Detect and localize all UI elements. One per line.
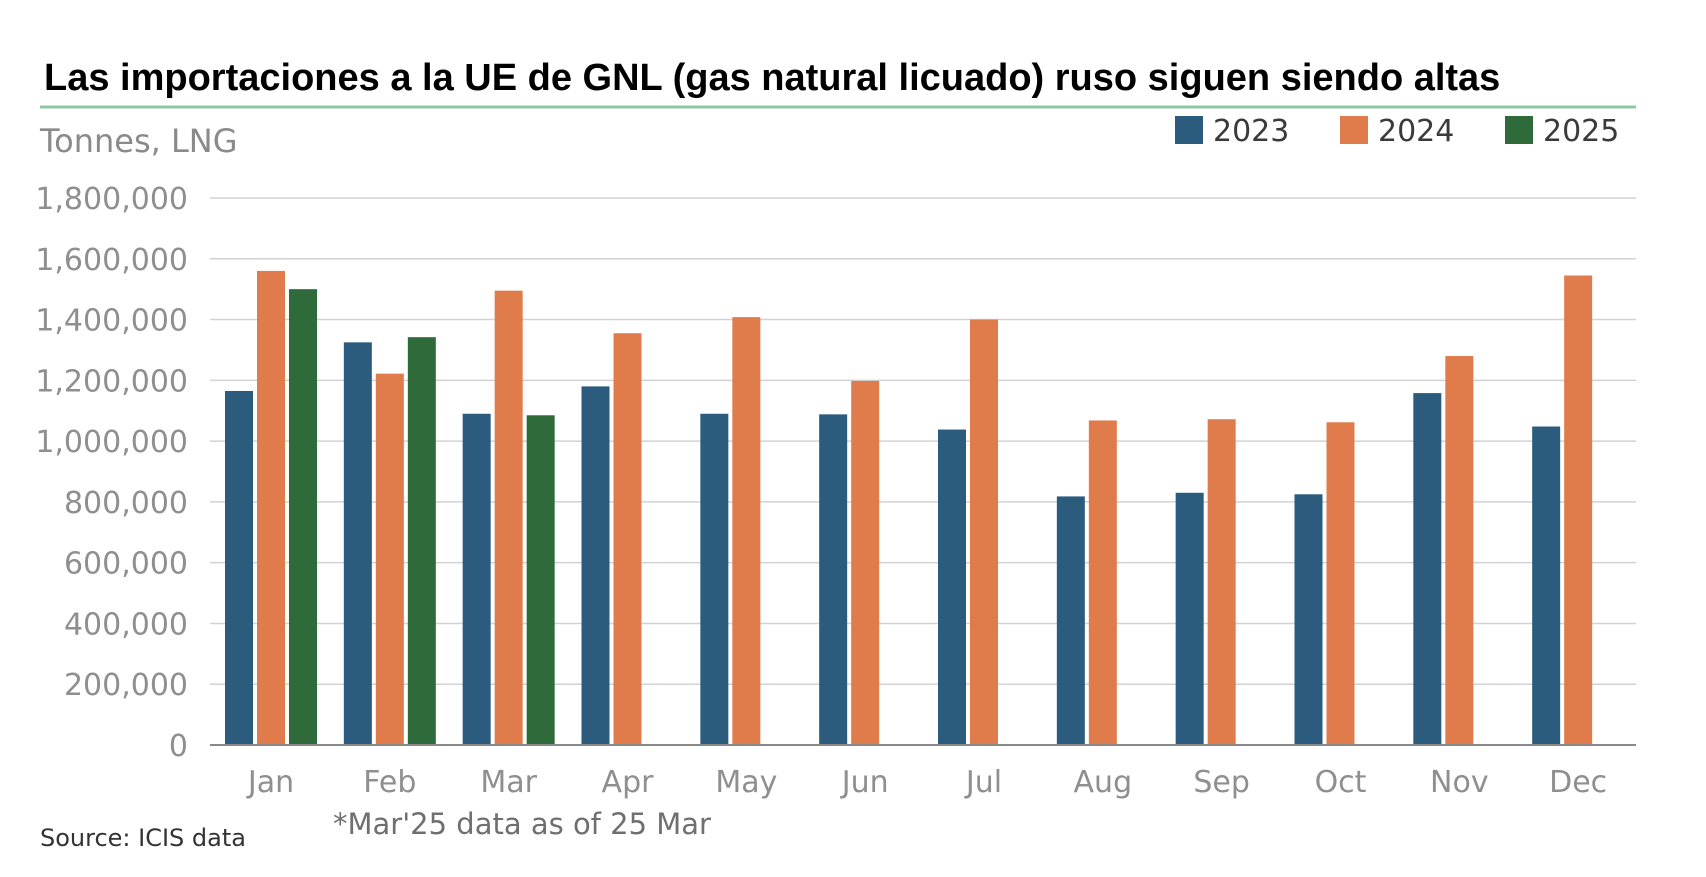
bar-2024-aug [1088, 420, 1117, 745]
bar-2024-feb [375, 373, 404, 745]
bar-2025-mar [526, 415, 555, 745]
x-tick-label: Sep [1193, 765, 1250, 800]
x-tick-label: Aug [1074, 765, 1133, 800]
x-tick-label: Jun [840, 765, 889, 800]
bar-2023-mar [462, 413, 491, 745]
x-tick-label: Dec [1549, 765, 1607, 800]
y-tick-label: 1,000,000 [35, 425, 188, 460]
y-axis-ticks: 0 200,000 400,000 600,000 800,000 1,000,000 1,… [35, 182, 188, 764]
x-tick-label: Mar [480, 765, 537, 800]
bar-2024-jul [970, 319, 998, 745]
bar-2023-nov [1413, 393, 1442, 745]
x-tick-label: Nov [1430, 765, 1489, 800]
x-tick-label: May [715, 765, 777, 800]
bar-2024-jan [257, 270, 285, 745]
bar-2023-sep [1175, 492, 1204, 745]
bar-2024-dec [1564, 275, 1593, 745]
y-tick-label: 1,600,000 [35, 243, 188, 278]
bar-2023-apr [581, 386, 610, 745]
legend-swatch-2025 [1505, 116, 1533, 144]
y-tick-label: 400,000 [64, 607, 188, 642]
source-note: Source: ICIS data [40, 824, 246, 852]
y-tick-label: 1,800,000 [35, 182, 188, 217]
legend: 2023 2024 2025 [1175, 114, 1619, 149]
y-axis-unit-label: Tonnes, LNG [39, 122, 238, 160]
legend-label-2024: 2024 [1378, 114, 1454, 149]
y-tick-label: 600,000 [64, 547, 188, 582]
legend-label-2023: 2023 [1213, 114, 1289, 149]
y-tick-label: 1,200,000 [35, 364, 188, 399]
bar-2024-apr [613, 333, 642, 745]
legend-swatch-2024 [1340, 116, 1368, 144]
y-tick-label: 0 [169, 729, 188, 764]
x-tick-label: Jul [964, 765, 1002, 800]
x-tick-label: Jan [246, 765, 294, 800]
footnote: *Mar'25 data as of 25 Mar [333, 807, 711, 841]
x-tick-label: Apr [602, 765, 655, 800]
x-axis-ticks: Jan Feb Mar Apr May Jun Jul Aug Sep Oct Nov Dec [246, 765, 1607, 800]
bar-2023-oct [1294, 494, 1323, 745]
bars [225, 270, 1593, 745]
bar-2023-jan [225, 390, 253, 745]
legend-label-2025: 2025 [1543, 114, 1619, 149]
gridlines [210, 197, 1636, 685]
legend-swatch-2023 [1175, 116, 1203, 144]
bar-2025-jan [289, 289, 317, 745]
y-tick-label: 1,400,000 [35, 304, 188, 339]
bar-2023-dec [1532, 426, 1561, 745]
bar-2023-feb [343, 342, 372, 745]
bar-2023-aug [1056, 496, 1085, 745]
y-tick-label: 200,000 [64, 668, 188, 703]
bar-2023-jun [819, 414, 848, 745]
bar-2024-oct [1326, 422, 1355, 745]
bar-2024-jun [851, 380, 880, 745]
bar-2024-sep [1207, 419, 1236, 745]
y-tick-label: 800,000 [64, 486, 188, 521]
bar-2024-may [732, 317, 761, 745]
bar-2025-feb [407, 337, 436, 745]
x-tick-label: Oct [1315, 765, 1367, 800]
chart-title: Las importaciones a la UE de GNL (gas na… [44, 57, 1500, 99]
bar-2023-jul [938, 429, 966, 745]
bar-2024-mar [494, 290, 523, 745]
bar-2023-may [700, 413, 729, 745]
bar-2024-nov [1445, 356, 1474, 745]
x-tick-label: Feb [363, 765, 416, 800]
